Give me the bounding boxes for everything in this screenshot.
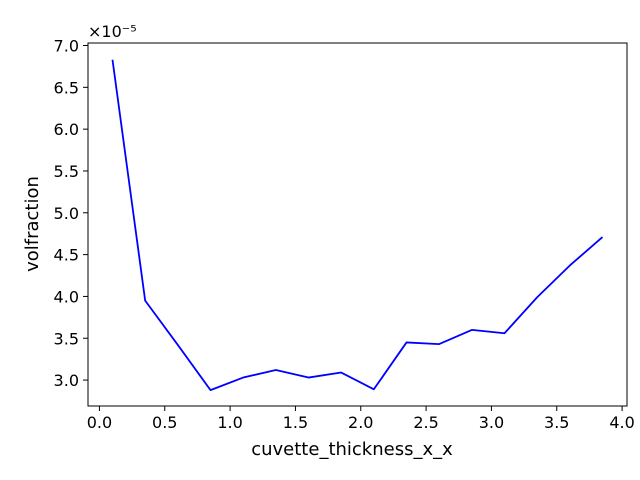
x-tick-label: 2.5 [413,413,438,432]
x-axis: 0.0 0.5 1.0 1.5 2.0 2.5 3.0 3.5 4.0 [87,406,635,432]
y-tick-label: 4.5 [54,246,79,265]
x-tick-label: 3.0 [479,413,504,432]
y-axis: 3.0 3.5 4.0 4.5 5.0 5.5 6.0 6.5 7.0 [54,37,88,390]
y-tick-label: 5.5 [54,162,79,181]
y-tick-label: 7.0 [54,37,79,56]
x-tick-label: 0.5 [152,413,177,432]
y-tick-label: 3.0 [54,371,79,390]
x-tick-label: 0.0 [87,413,112,432]
y-axis-offset-label: ×10⁻⁵ [88,22,137,41]
x-tick-label: 1.0 [217,413,242,432]
y-tick-label: 5.0 [54,204,79,223]
y-tick-label: 4.0 [54,287,79,306]
x-axis-label: cuvette_thickness_x_x [251,439,453,460]
x-tick-label: 4.0 [609,413,634,432]
series-line-0 [111,59,604,392]
x-tick-label: 2.0 [348,413,373,432]
y-tick-label: 6.0 [54,120,79,139]
x-tick-label: 3.5 [544,413,569,432]
y-tick-label: 6.5 [54,78,79,97]
y-axis-label: volfraction [22,176,43,272]
series-layer [111,59,604,392]
y-tick-label: 3.5 [54,329,79,348]
x-tick-label: 1.5 [283,413,308,432]
plot-frame [87,42,628,407]
